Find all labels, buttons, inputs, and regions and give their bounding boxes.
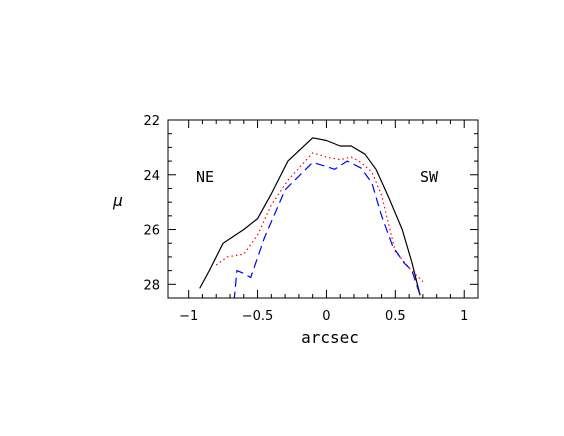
x-tick-label: 1 (460, 309, 468, 324)
y-axis-title: μ (112, 191, 123, 210)
y-tick-label: 24 (143, 169, 160, 184)
x-tick-label: 0.5 (385, 309, 406, 324)
annotation-sw: SW (420, 168, 439, 186)
y-tick-label: 22 (143, 114, 160, 129)
y-tick-label: 28 (143, 278, 160, 293)
x-axis-title: arcsec (301, 328, 359, 347)
annotation-ne: NE (196, 168, 214, 186)
series-line-dotted (215, 152, 424, 283)
data-series (199, 137, 424, 298)
series-line-dashed (233, 160, 421, 298)
x-tick-label: 0 (322, 309, 330, 324)
x-tick-label: −0.5 (242, 309, 274, 324)
axis-ticks (168, 119, 478, 299)
tick-labels: −1 −0.5 0 0.5 1 22 24 26 28 (143, 114, 468, 324)
y-tick-label: 26 (143, 224, 160, 239)
x-tick-label: −1 (179, 309, 198, 324)
series-line-solid (199, 137, 421, 296)
plot-frame (167, 119, 479, 299)
